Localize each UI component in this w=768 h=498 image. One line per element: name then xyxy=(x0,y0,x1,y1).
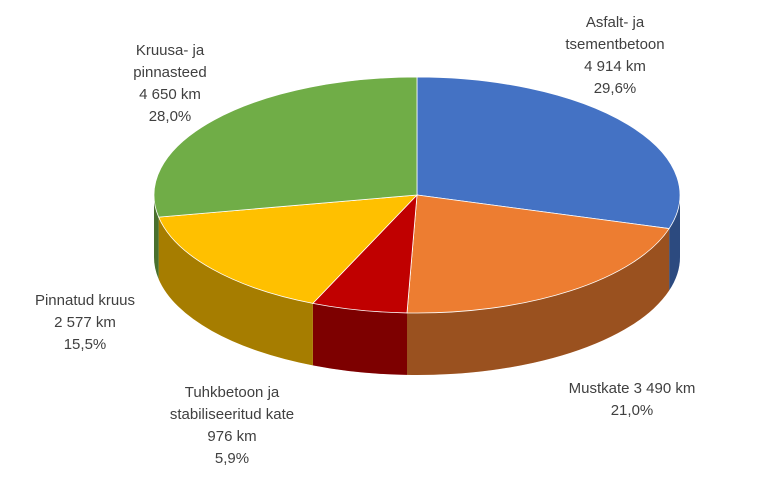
percentage-label: 15,5% xyxy=(63,336,107,353)
slice xyxy=(407,228,670,375)
slice-side xyxy=(312,303,408,375)
pie-tops xyxy=(153,76,681,314)
slice-top xyxy=(416,76,681,229)
slice xyxy=(158,194,419,304)
slice-top xyxy=(158,194,419,304)
slice-top xyxy=(153,76,418,218)
data-label: Pinnatud kruus 2 577 km 15,5% xyxy=(15,290,155,356)
slice xyxy=(669,195,680,291)
value-label: 4 650 km xyxy=(139,86,201,103)
value-label: 2 577 km xyxy=(54,314,116,331)
percentage-label: 28,0% xyxy=(148,108,192,125)
slice xyxy=(416,76,681,229)
slice-side-shade xyxy=(154,195,159,280)
percentage-label: 21,0% xyxy=(610,402,654,419)
value-label: 3 490 km xyxy=(633,380,696,397)
slice-side-shade xyxy=(407,228,670,375)
pie-sides xyxy=(154,195,680,375)
category-label: Tuhkbetoon ja stabiliseeritud kate xyxy=(169,384,295,423)
category-label: Pinnatud kruus xyxy=(34,292,136,309)
value-label: 976 km xyxy=(207,428,257,445)
slice-side xyxy=(158,217,313,366)
category-label: Mustkate xyxy=(568,380,630,397)
slice xyxy=(153,76,418,218)
data-label: Tuhkbetoon ja stabiliseeritud kate 976 km… xyxy=(137,382,327,470)
value-label: 4 914 km xyxy=(584,58,646,75)
category-label: Kruusa- ja pinnasteed xyxy=(133,42,207,81)
category-label: Asfalt- ja tsementbetoon xyxy=(565,14,665,53)
slice xyxy=(154,195,159,280)
slice-side xyxy=(407,228,670,375)
slice xyxy=(312,303,408,375)
slice-side-shade xyxy=(158,217,313,366)
data-label: Asfalt- ja tsementbetoon 4 914 km 29,6% xyxy=(550,12,680,100)
data-label: Mustkate 3 490 km 21,0% xyxy=(532,378,732,422)
slice-side xyxy=(669,195,680,291)
slice-side-shade xyxy=(312,303,408,375)
percentage-label: 29,6% xyxy=(593,80,637,97)
slice-top xyxy=(406,194,670,314)
data-label: Kruusa- ja pinnasteed 4 650 km 28,0% xyxy=(115,40,225,128)
percentage-label: 5,9% xyxy=(214,450,250,467)
slice-side xyxy=(154,195,159,280)
slice xyxy=(406,194,670,314)
slice xyxy=(158,217,313,366)
slice-side-shade xyxy=(669,195,680,291)
